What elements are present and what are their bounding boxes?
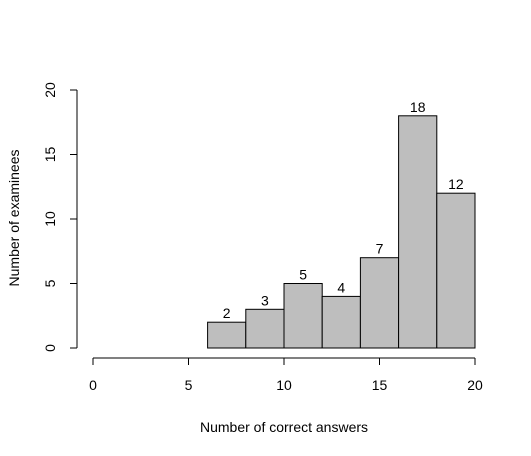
histogram-bar bbox=[436, 192, 476, 349]
y-axis-title: Number of examinees bbox=[6, 150, 22, 287]
y-tick-label: 20 bbox=[42, 82, 58, 98]
histogram-bar bbox=[398, 115, 438, 349]
bar-labels-group: 2 3 5 4 7 18 12 bbox=[223, 99, 464, 321]
x-tick-label: 0 bbox=[89, 377, 97, 393]
bars-group bbox=[207, 115, 476, 349]
histogram-bar bbox=[283, 283, 323, 349]
y-tick-label: 15 bbox=[42, 147, 58, 163]
y-axis: 0 5 10 15 20 bbox=[42, 82, 78, 352]
x-axis: 0 5 10 15 20 bbox=[89, 357, 483, 393]
x-tick-label: 20 bbox=[467, 377, 483, 393]
x-tick-label: 10 bbox=[276, 377, 292, 393]
y-tick-label: 10 bbox=[42, 211, 58, 227]
x-tick-label: 15 bbox=[372, 377, 388, 393]
bar-count-label: 4 bbox=[337, 279, 345, 295]
bar-count-label: 5 bbox=[299, 267, 307, 283]
bar-count-label: 18 bbox=[410, 99, 426, 115]
x-tick-label: 5 bbox=[185, 377, 193, 393]
y-tick-label: 0 bbox=[42, 344, 58, 352]
bar-count-label: 7 bbox=[376, 241, 384, 257]
bar-count-label: 2 bbox=[223, 305, 231, 321]
x-axis-title: Number of correct answers bbox=[200, 419, 368, 435]
histogram-bar bbox=[359, 257, 400, 349]
y-tick-label: 5 bbox=[42, 279, 58, 287]
histogram-bar bbox=[245, 308, 285, 349]
bar-count-label: 3 bbox=[261, 292, 269, 308]
histogram-bar bbox=[207, 321, 247, 349]
bar-count-label: 12 bbox=[448, 176, 464, 192]
histogram-bar bbox=[321, 295, 361, 349]
